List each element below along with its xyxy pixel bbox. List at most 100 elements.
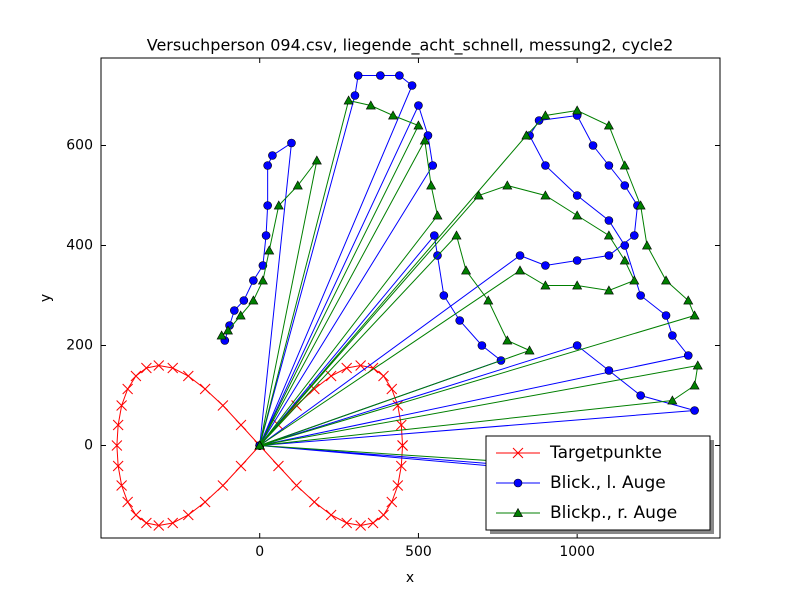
marker: [604, 216, 614, 225]
marker: [355, 520, 367, 531]
marker: [257, 275, 268, 285]
marker: [222, 325, 233, 335]
marker: [130, 370, 142, 382]
marker: [386, 383, 398, 395]
legend-label: Targetpunkte: [549, 443, 662, 463]
marker: [182, 509, 194, 521]
marker: [692, 360, 703, 370]
marker: [235, 460, 247, 472]
marker: [263, 161, 272, 170]
marker: [524, 345, 535, 355]
marker: [461, 265, 472, 275]
chart-title: Versuchperson 094.csv, liegende_acht_sch…: [147, 36, 674, 56]
marker: [432, 210, 443, 220]
marker: [341, 362, 353, 374]
marker: [273, 460, 284, 472]
marker: [153, 520, 165, 531]
marker: [689, 380, 700, 390]
legend-label: Blick., l. Auge: [550, 473, 666, 493]
marker: [477, 341, 487, 350]
marker: [378, 509, 389, 521]
marker: [473, 190, 484, 200]
marker: [502, 180, 513, 190]
axes-frame: [100, 57, 721, 539]
marker: [636, 291, 645, 300]
marker: [141, 517, 152, 529]
marker: [367, 517, 379, 529]
marker: [572, 105, 583, 115]
marker: [407, 81, 417, 90]
marker: [254, 440, 265, 450]
marker: [426, 180, 437, 190]
marker: [112, 460, 124, 472]
marker: [392, 480, 404, 491]
marker: [248, 295, 259, 305]
marker: [386, 496, 398, 508]
marker: [572, 191, 582, 200]
plot-area: [111, 71, 703, 531]
marker: [273, 200, 284, 210]
marker: [291, 480, 302, 491]
marker: [167, 517, 179, 529]
marker: [217, 400, 229, 411]
marker: [308, 496, 320, 508]
x-tick-label: 1000: [559, 544, 595, 560]
marker: [604, 251, 614, 260]
marker: [353, 71, 363, 80]
marker: [261, 231, 271, 240]
marker: [263, 201, 272, 210]
marker: [413, 120, 424, 130]
marker: [343, 95, 354, 105]
marker: [619, 255, 630, 265]
marker: [287, 138, 296, 148]
y-tick-label: 0: [84, 438, 93, 454]
marker: [395, 71, 404, 80]
marker: [419, 135, 430, 145]
marker: [264, 245, 275, 255]
y-tick-label: 600: [66, 138, 93, 154]
marker: [636, 391, 645, 400]
marker: [661, 311, 671, 320]
marker: [365, 100, 376, 110]
marker: [182, 370, 194, 382]
marker: [230, 306, 239, 315]
marker: [388, 110, 399, 120]
marker: [395, 460, 407, 472]
series-line: [224, 75, 695, 481]
marker: [111, 440, 123, 451]
marker: [268, 151, 277, 160]
marker: [683, 351, 693, 360]
marker: [604, 161, 614, 170]
marker: [116, 480, 127, 491]
marker: [112, 419, 124, 431]
marker: [428, 161, 438, 170]
marker: [167, 362, 179, 374]
marker: [588, 141, 598, 150]
marker: [668, 331, 677, 340]
marker: [603, 285, 614, 295]
x-tick-label: 500: [405, 544, 432, 560]
marker: [572, 280, 583, 290]
marker: [430, 231, 439, 240]
marker: [641, 240, 652, 250]
marker: [153, 360, 165, 371]
marker: [350, 91, 360, 100]
marker: [249, 276, 258, 285]
marker: [483, 295, 494, 305]
marker: [341, 517, 353, 529]
marker: [572, 256, 582, 265]
marker: [515, 251, 525, 260]
marker: [325, 509, 337, 521]
axes: 0 500 1000 0 200 400 600: [66, 58, 720, 560]
marker: [217, 480, 229, 491]
marker: [619, 160, 630, 170]
marker: [199, 496, 211, 508]
marker: [540, 110, 551, 120]
marker: [376, 71, 385, 80]
marker: [130, 509, 142, 521]
marker: [603, 120, 614, 130]
marker: [311, 155, 322, 165]
marker: [392, 400, 404, 411]
marker: [540, 190, 551, 200]
marker: [521, 130, 532, 140]
